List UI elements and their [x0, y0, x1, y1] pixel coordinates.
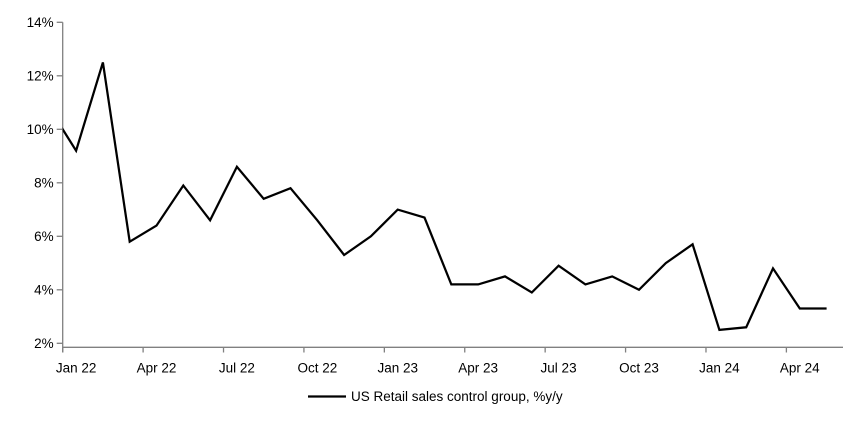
- x-tick-label: Apr 24: [780, 361, 820, 376]
- x-tick-label: Jan 24: [699, 361, 740, 376]
- data-series-line: [62, 62, 827, 332]
- x-tick-label: Jul 23: [541, 361, 577, 376]
- axes: [56, 21, 843, 353]
- x-tick-label: Oct 22: [297, 361, 337, 376]
- y-tick-label: 2%: [34, 336, 54, 351]
- y-tick-label: 12%: [27, 69, 54, 84]
- x-tick-label: Jan 23: [377, 361, 418, 376]
- x-tick-label: Jan 22: [56, 361, 97, 376]
- x-tick-label: Apr 22: [137, 361, 177, 376]
- legend: US Retail sales control group, %y/y: [308, 389, 563, 404]
- y-tick-label: 6%: [34, 229, 54, 244]
- legend-label: US Retail sales control group, %y/y: [351, 389, 563, 404]
- y-tick-label: 10%: [27, 122, 54, 137]
- x-axis-labels: Jan 22 Apr 22 Jul 22 Oct 22 Jan 23 Apr 23 Jul …: [56, 361, 820, 376]
- y-tick-label: 14%: [27, 15, 54, 30]
- x-tick-label: Jul 22: [219, 361, 255, 376]
- x-tick-label: Oct 23: [619, 361, 659, 376]
- x-tick-label: Apr 23: [458, 361, 498, 376]
- y-tick-label: 4%: [34, 283, 54, 298]
- y-tick-label: 8%: [34, 176, 54, 191]
- y-axis-labels: 2% 4% 6% 8% 10% 12% 14%: [27, 15, 54, 351]
